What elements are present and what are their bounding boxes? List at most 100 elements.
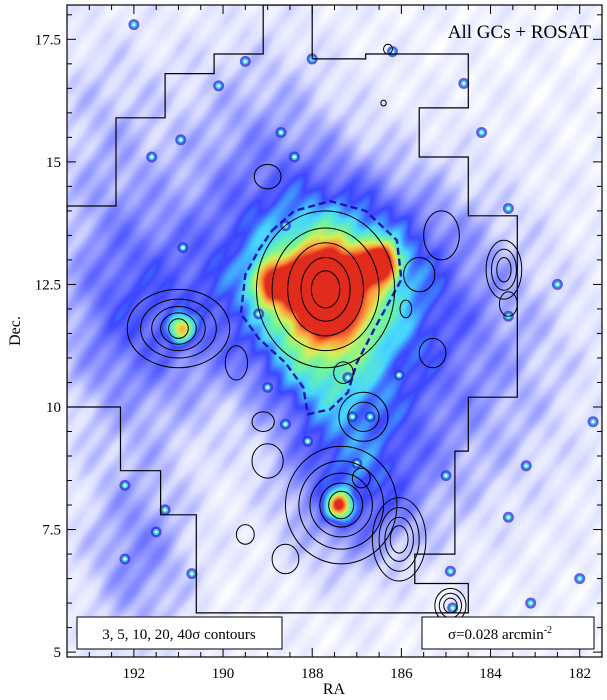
xray-contour-level	[251, 411, 275, 432]
xray-contour-level	[168, 318, 189, 339]
point-source	[502, 202, 514, 214]
point-source	[186, 568, 198, 580]
point-source	[302, 435, 314, 447]
xray-contour-level	[253, 163, 282, 190]
point-source	[587, 416, 599, 428]
xray-contour-level	[403, 256, 436, 293]
x-tick-labels: 192 190 188 186 184 182	[123, 666, 591, 682]
y-axis-label: Dec.	[7, 316, 24, 346]
xray-contour-level	[140, 298, 217, 359]
smoothing-legend-box: σ=0.028 arcmin-2	[421, 616, 595, 650]
point-source	[393, 369, 405, 381]
xray-contour-level	[319, 482, 364, 528]
point-source	[520, 460, 532, 472]
axis-ticks	[67, 5, 602, 657]
xray-contour-level	[399, 299, 413, 319]
point-source	[476, 126, 488, 138]
xray-contour-level	[389, 525, 409, 554]
y-tick-label: 15	[46, 155, 61, 171]
y-tick-label: 12.5	[35, 277, 61, 293]
point-source	[146, 151, 158, 163]
point-source	[444, 565, 456, 577]
xray-contour-level	[378, 506, 420, 572]
xray-contour-level	[328, 490, 355, 520]
x-axis-label: RA	[323, 681, 346, 698]
point-source	[551, 278, 563, 290]
xray-contour-level	[287, 242, 364, 337]
point-source	[364, 411, 376, 423]
point-source	[119, 479, 131, 491]
x-tick-label: 190	[212, 666, 235, 682]
xray-contour-level	[126, 288, 231, 369]
xray-contour-level	[333, 361, 354, 384]
point-source	[150, 526, 162, 538]
x-tick-label: 184	[479, 666, 502, 682]
y-tick-label: 17.5	[35, 32, 61, 48]
point-source	[239, 55, 251, 67]
xray-contour-level	[383, 43, 393, 55]
xray-contour-level	[271, 543, 300, 575]
point-source	[346, 411, 358, 423]
xray-contour-level	[384, 516, 414, 562]
xray-contour-level	[235, 524, 255, 545]
point-source	[128, 19, 140, 31]
point-source	[175, 134, 187, 146]
point-source	[458, 77, 470, 89]
point-source	[159, 504, 171, 516]
panel-title: All GCs + ROSAT	[448, 22, 592, 43]
point-source	[262, 381, 274, 393]
xray-contour-level	[255, 210, 396, 369]
point-source	[440, 470, 452, 482]
xray-contour-level	[284, 445, 398, 565]
point-source	[279, 418, 291, 430]
point-source	[213, 80, 225, 92]
point-source	[502, 511, 514, 523]
x-tick-label: 182	[568, 666, 591, 682]
xray-contour-level	[271, 227, 380, 352]
point-source	[525, 597, 537, 609]
xray-contour-level	[338, 391, 389, 442]
point-source	[275, 126, 287, 138]
xray-contour-level	[160, 312, 197, 345]
xray-contour-level	[351, 467, 371, 489]
gc-density-dashed-contour	[239, 199, 403, 416]
contour-legend-box: 3, 5, 10, 20, 40σ contours	[76, 616, 283, 650]
point-source	[574, 573, 586, 585]
gc-density-heatmap	[67, 5, 602, 657]
xray-contour-level	[300, 256, 351, 322]
smoothing-legend-main: σ=0.028 arcmin	[448, 627, 544, 643]
point-source	[177, 242, 189, 254]
point-source	[119, 553, 131, 565]
xray-contour-level	[498, 291, 518, 317]
xray-contour-level	[490, 248, 517, 291]
y-tick-labels: 5 7.5 10 12.5 15 17.5	[35, 32, 61, 661]
plot-area	[67, 5, 602, 657]
contour-legend-text: 3, 5, 10, 20, 40σ contours	[102, 627, 256, 643]
x-tick-label: 186	[390, 666, 413, 682]
xray-contour-level	[496, 256, 512, 283]
point-sources-layer	[119, 19, 599, 614]
y-tick-label: 10	[46, 400, 61, 416]
x-tick-label: 188	[301, 666, 324, 682]
xray-contour-level	[380, 99, 387, 107]
xray-contour-level	[443, 597, 458, 614]
xray-contour-level	[309, 472, 373, 538]
rosat-xray-contours	[126, 43, 523, 624]
xray-contour-level	[423, 210, 460, 261]
xray-contour-level	[151, 305, 206, 352]
smoothing-legend-text: σ=0.028 arcmin-2	[448, 625, 552, 643]
y-tick-label: 5	[54, 645, 62, 661]
xray-contour-level	[371, 497, 427, 582]
y-tick-label: 7.5	[42, 523, 61, 539]
xray-contour-level	[224, 345, 249, 381]
xray-contour-level	[347, 401, 380, 432]
xray-contour-level	[251, 443, 284, 479]
x-tick-label: 192	[123, 666, 146, 682]
xray-contour-level	[310, 270, 341, 309]
point-source	[288, 151, 300, 163]
smoothing-legend-superscript: -2	[544, 625, 552, 636]
survey-footprint-outline	[67, 5, 518, 614]
xray-contour-level	[418, 337, 447, 369]
xray-contour-level	[485, 239, 523, 300]
